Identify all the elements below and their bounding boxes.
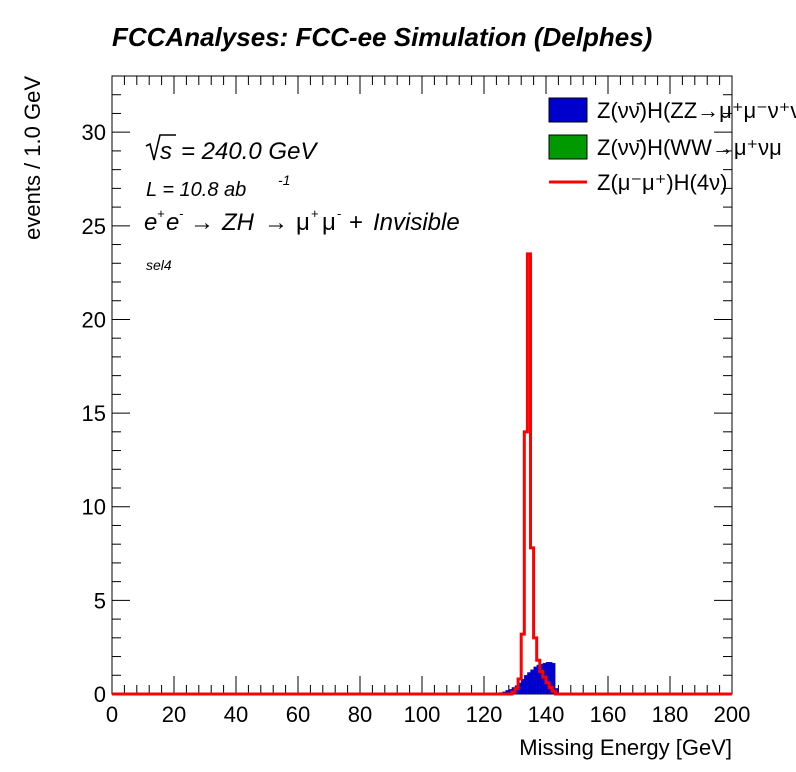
x-tick-label: 40 (224, 702, 248, 727)
process-plus: + (349, 209, 363, 236)
legend-label-zh-ww: Z(νν̄)H(WW→μ⁺νμ (597, 135, 782, 160)
chart-title: FCCAnalyses: FCC-ee Simulation (Delphes) (112, 22, 652, 52)
x-tick-label: 160 (590, 702, 627, 727)
y-tick-label: 15 (82, 401, 106, 426)
x-tick-label: 180 (652, 702, 689, 727)
legend-label-zh-zz: Z(νν̄)H(ZZ→μ⁺μ⁻ν⁺ν (597, 98, 796, 123)
sqrt-s-annotation: s = 240.0 GeV (145, 134, 318, 165)
process-invisible: Invisible (373, 209, 460, 236)
legend-label-zh-4nu: Z(μ⁻μ⁺)H(4ν) (597, 170, 727, 195)
luminosity-exponent: -1 (278, 172, 290, 188)
y-tick-label: 10 (82, 495, 106, 520)
process-arrow-2: → (264, 209, 288, 236)
sqrt-s-value: = 240.0 GeV (181, 138, 318, 165)
process-mu-minus: μ (322, 209, 336, 236)
bar (552, 662, 556, 695)
process-mu-plus: μ (296, 209, 310, 236)
legend: Z(νν̄)H(ZZ→μ⁺μ⁻ν⁺ν Z(νν̄)H(WW→μ⁺νμ Z(μ⁻μ… (548, 97, 796, 195)
plot-frame (111, 75, 733, 695)
process-annotation: e + e - → ZH → μ + μ - + Invisible (144, 206, 460, 236)
y-axis-tick-labels: 0 5 10 15 20 25 30 (82, 120, 106, 707)
luminosity-annotation: L = 10.8 ab -1 (146, 172, 290, 201)
x-tick-label: 60 (286, 702, 310, 727)
process-mu-minus-sup: - (337, 206, 341, 221)
x-tick-label: 20 (162, 702, 186, 727)
x-tick-label: 100 (404, 702, 441, 727)
y-axis-label: events / 1.0 GeV (20, 76, 45, 240)
process-e-minus-sup: - (179, 206, 184, 221)
stacked-bars (496, 662, 559, 695)
bar (530, 669, 534, 695)
process-mu-plus-sup: + (311, 206, 319, 221)
x-axis-ticks (111, 76, 733, 694)
process-e-plus: e (144, 209, 157, 236)
signal-line (112, 252, 732, 696)
sqrt-s-variable: s (160, 138, 172, 165)
y-tick-label: 20 (82, 307, 106, 332)
x-tick-label: 200 (714, 702, 751, 727)
y-tick-label: 0 (94, 682, 106, 707)
sqrt-symbol (145, 134, 176, 161)
bar (524, 675, 528, 695)
luminosity-text: L = 10.8 ab (146, 179, 246, 201)
y-tick-label: 30 (82, 120, 106, 145)
x-tick-label: 140 (528, 702, 565, 727)
x-tick-label: 80 (348, 702, 372, 727)
x-axis-label: Missing Energy [GeV] (519, 735, 732, 760)
legend-swatch-zh-ww (548, 134, 588, 160)
bar (521, 678, 525, 695)
x-tick-label: 120 (466, 702, 503, 727)
process-arrow-1: → (190, 209, 214, 236)
y-tick-label: 5 (94, 588, 106, 613)
y-tick-label: 25 (82, 214, 106, 239)
x-tick-label: 0 (106, 702, 118, 727)
bar (533, 666, 537, 695)
process-e-plus-sup: + (157, 206, 165, 221)
process-zh: ZH (221, 209, 255, 236)
process-e-minus: e (166, 209, 179, 236)
bar (527, 672, 531, 695)
x-axis-tick-labels: 0 20 40 60 80 100 120 140 160 180 200 (106, 702, 750, 727)
legend-swatch-zh-zz (548, 97, 588, 123)
y-axis-ticks (112, 75, 732, 695)
selection-label: sel4 (146, 257, 172, 273)
